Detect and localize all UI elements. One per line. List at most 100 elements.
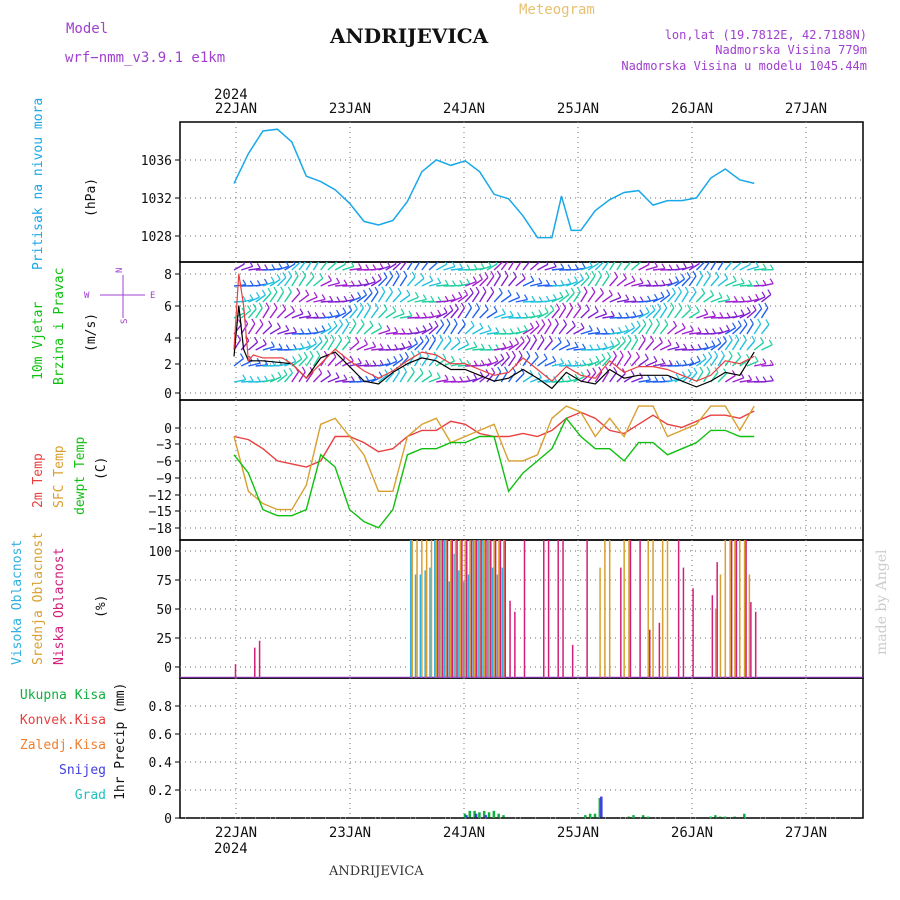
wind-barb — [544, 265, 557, 271]
wind-barb-flag — [693, 367, 698, 374]
wind-barb-flag — [460, 302, 466, 309]
wind-barb — [370, 307, 379, 319]
wind-barb — [667, 346, 680, 351]
precip-bar — [600, 796, 603, 818]
wind-barb-flag — [329, 295, 334, 302]
wind-barb-flag — [748, 279, 753, 286]
watermark: made by Angel — [874, 549, 890, 655]
wind-barb-flag — [762, 376, 767, 382]
wind-barb — [573, 327, 585, 335]
wind-barb-flag — [648, 318, 653, 325]
svg-text:Brzina i Pravac: Brzina i Pravac — [52, 268, 67, 385]
wind-barb — [638, 358, 649, 367]
wind-barb — [385, 291, 394, 303]
wind-barb — [435, 324, 445, 335]
wind-barb-flag — [596, 327, 601, 333]
wind-barb — [392, 313, 405, 319]
svg-text:Konvek.Kisa: Konvek.Kisa — [20, 713, 106, 728]
wind-barb — [674, 307, 683, 319]
wind-barb-flag — [621, 336, 626, 342]
wind-barb-flag — [675, 373, 680, 380]
wind-barb — [652, 267, 666, 271]
wind-barb-flag — [259, 319, 264, 325]
wind-barb-flag — [408, 310, 413, 317]
wind-barb-flag — [516, 327, 521, 333]
wind-barb-flag — [415, 312, 420, 318]
wind-barb — [572, 291, 581, 303]
y-tick-label: 6 — [164, 300, 172, 315]
wind-barb-flag — [490, 270, 495, 277]
wind-barb — [688, 291, 697, 303]
wind-barb-flag — [529, 322, 534, 329]
wind-barb-flag — [526, 350, 531, 357]
wind-barb — [753, 323, 762, 335]
wind-barb-flag — [504, 366, 509, 373]
wind-barb — [248, 296, 260, 303]
wind-barb-flag — [242, 279, 247, 286]
wind-barb-flag — [270, 341, 275, 348]
wind-barb-flag — [527, 256, 530, 261]
wind-barb-flag — [459, 376, 464, 383]
wind-barb — [739, 339, 747, 351]
wind-barb — [754, 268, 767, 271]
wind-barb — [428, 314, 441, 319]
wind-barb — [442, 323, 451, 335]
wind-barb-flag — [430, 311, 435, 318]
wind-barb — [638, 379, 651, 383]
wind-barb-flag — [389, 270, 394, 277]
wind-barb-flag — [689, 325, 694, 331]
wind-barb-flag — [767, 289, 772, 295]
wind-barb — [652, 362, 665, 367]
wind-barb-flag — [574, 373, 579, 380]
wind-barb — [457, 307, 466, 319]
wind-barb — [428, 282, 441, 287]
wind-barb — [392, 262, 403, 271]
wind-barb — [457, 283, 470, 287]
wind-barb-flag — [452, 280, 457, 287]
wind-barb-flag — [365, 278, 370, 285]
model-name: wrf−nmm_v3.9.1 e1km — [65, 50, 225, 66]
wind-barb — [277, 363, 290, 367]
wind-barb — [695, 358, 707, 367]
wind-barb-flag — [249, 375, 254, 382]
wind-barb-flag — [369, 320, 374, 327]
precip-bar — [709, 816, 712, 818]
wind-barb-flag — [267, 287, 272, 294]
wind-barb-flag — [397, 287, 402, 294]
wind-barb-flag — [451, 294, 456, 300]
precip-bar — [598, 798, 602, 818]
precip-bar — [468, 810, 472, 818]
wind-barb — [298, 315, 311, 319]
wind-barb — [500, 371, 509, 383]
wind-barb — [262, 346, 275, 351]
top-year: 2024 — [214, 87, 248, 103]
wind-barb — [761, 380, 774, 383]
wind-barb-flag — [687, 304, 692, 310]
wind-barb-flag — [624, 324, 629, 331]
wind-barb — [630, 339, 639, 351]
wind-barb-flag — [487, 325, 492, 331]
precip-bar — [497, 813, 500, 818]
wind-barb-flag — [732, 322, 737, 329]
wind-barb-flag — [378, 322, 383, 329]
wind-barb — [623, 262, 632, 271]
wind-barb — [349, 308, 358, 319]
wind-barb-flag — [531, 295, 536, 302]
wind-barb-flag — [632, 311, 637, 317]
wind-barb — [262, 325, 273, 335]
wind-barb-flag — [757, 318, 762, 325]
wind-barb — [522, 327, 534, 335]
wind-barb — [645, 360, 658, 367]
wind-barb — [595, 313, 607, 319]
wind-barb — [609, 355, 618, 367]
wind-barb-flag — [318, 336, 323, 342]
wind-barb — [537, 311, 549, 319]
wind-barb — [276, 291, 285, 303]
wind-barb — [746, 340, 756, 351]
wind-barb-flag — [589, 344, 594, 350]
wind-barb — [739, 311, 751, 319]
wind-barb-flag — [625, 294, 630, 300]
wind-barb — [710, 262, 717, 271]
wind-barb-flag — [379, 359, 384, 366]
wind-barb — [327, 282, 340, 287]
